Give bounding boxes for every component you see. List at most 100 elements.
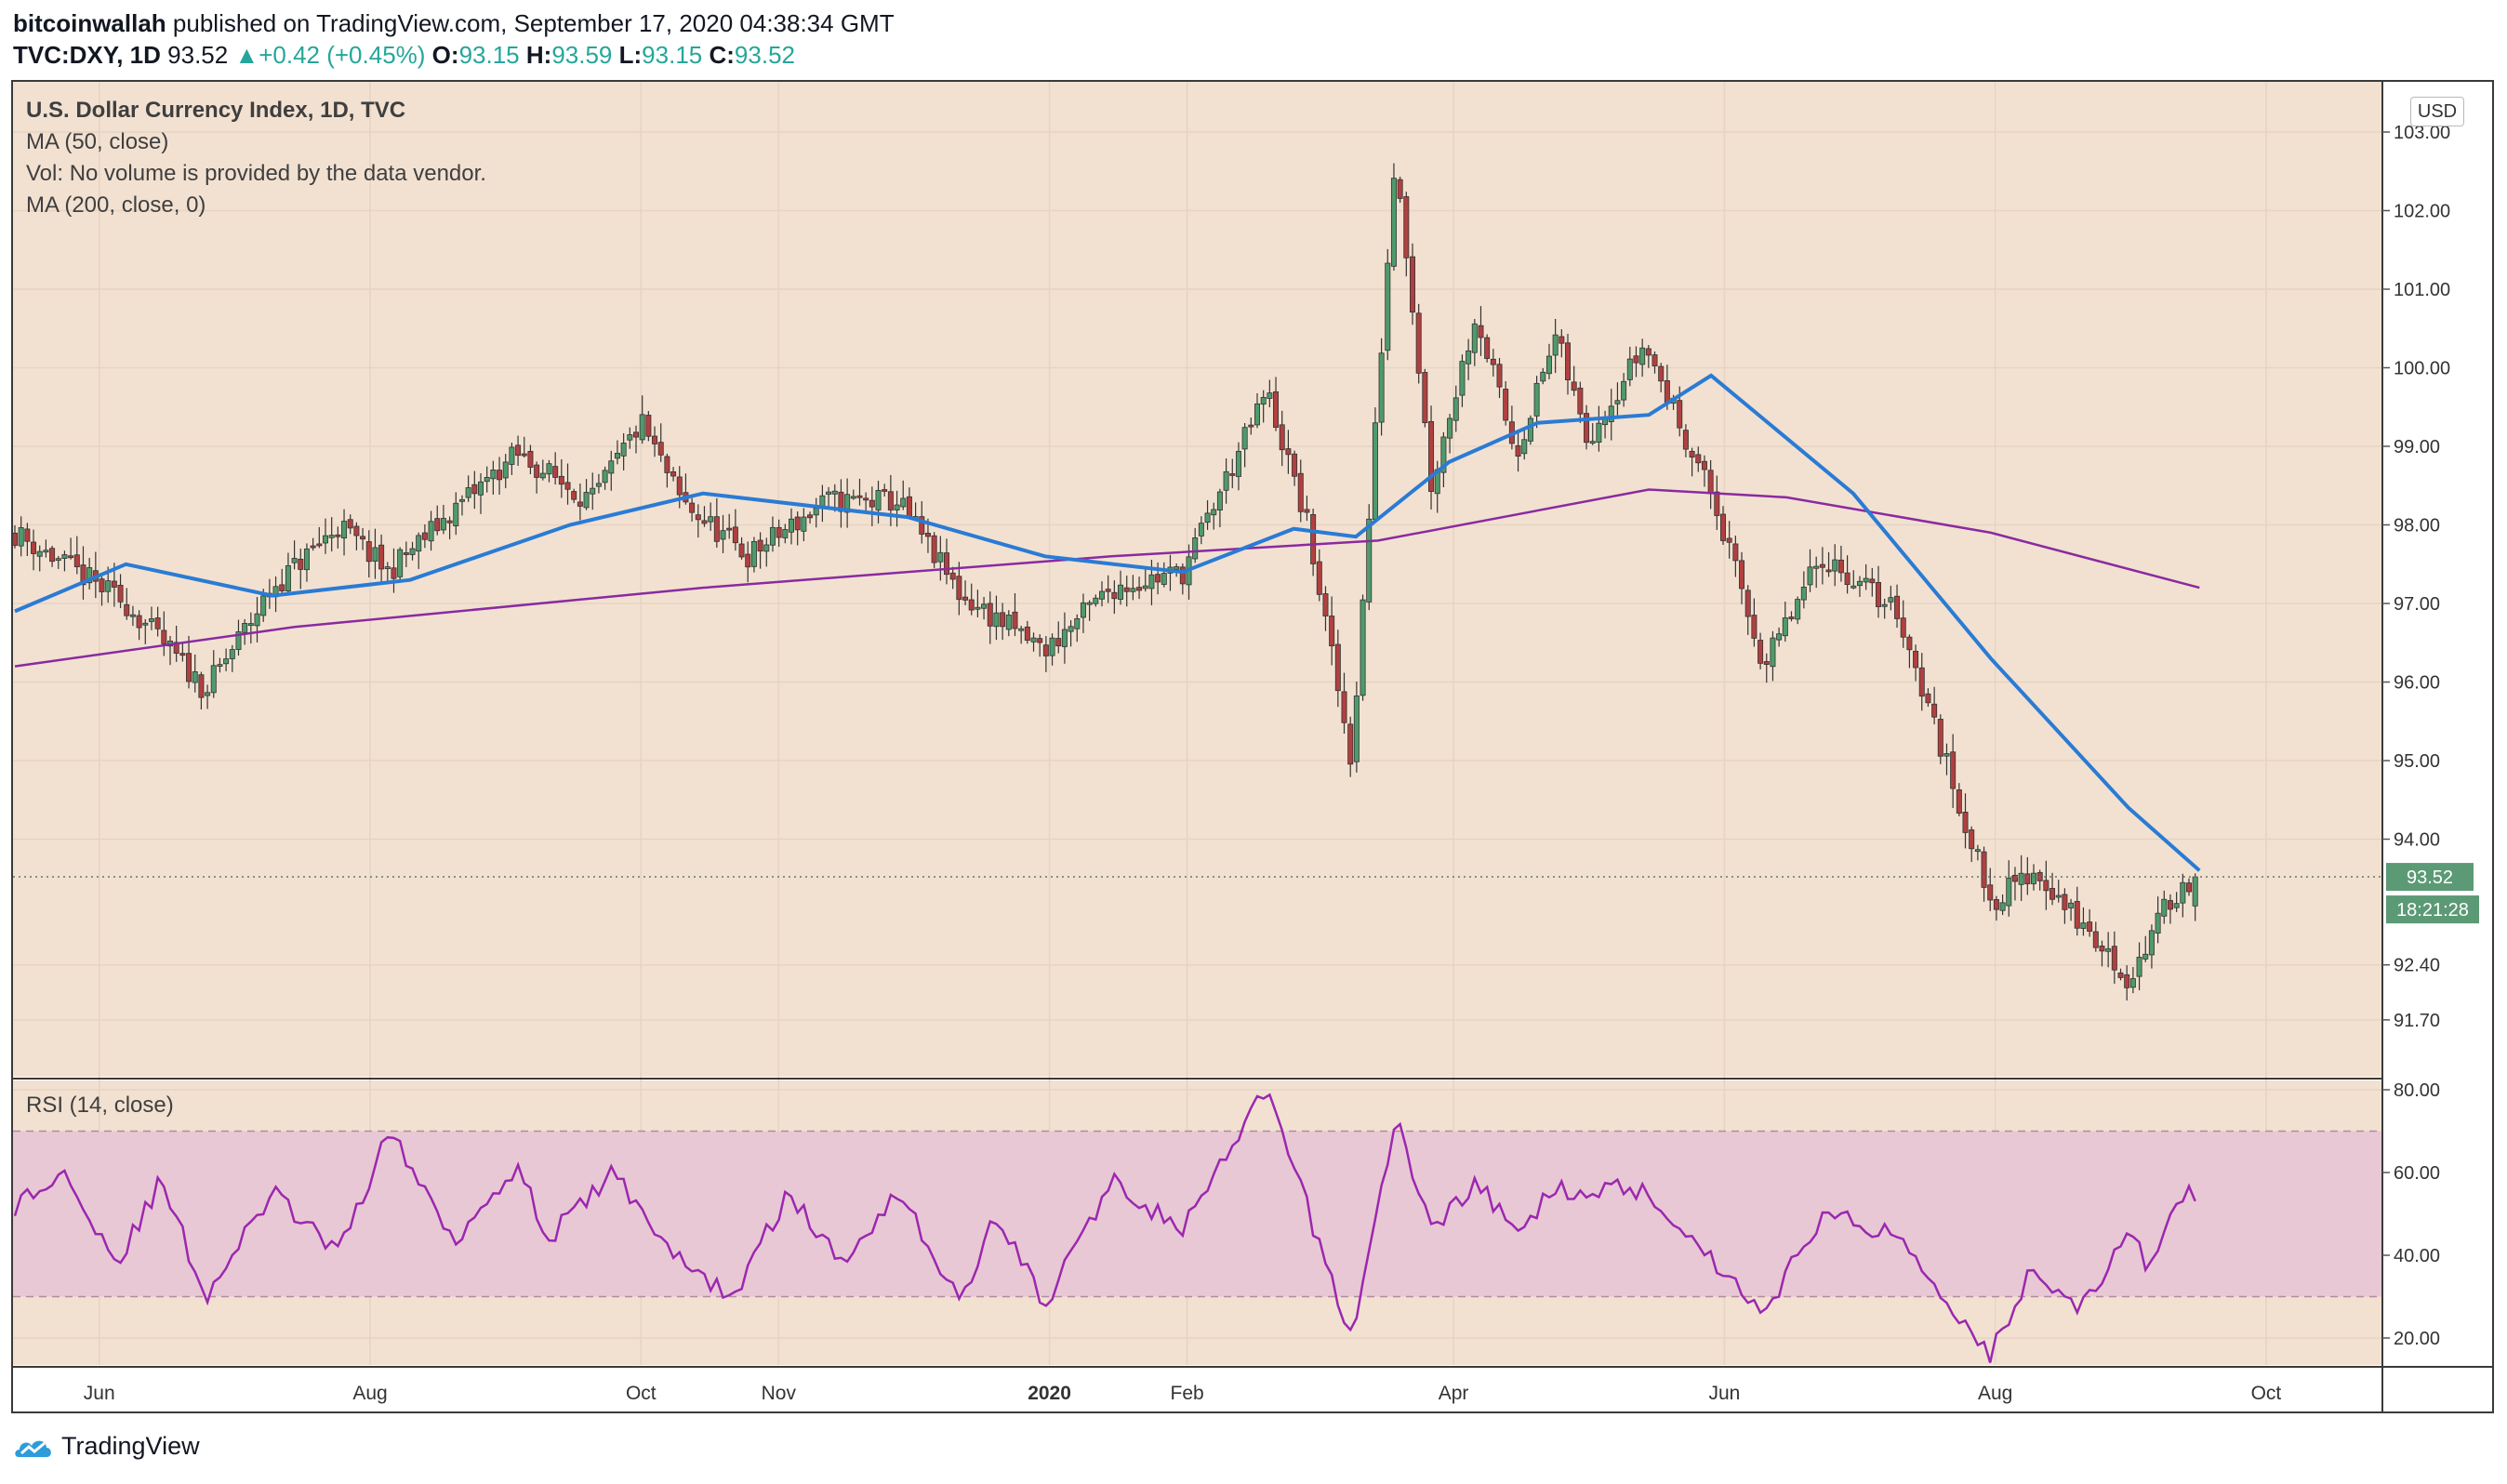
candle-body [1055,638,1062,647]
candle-body [316,543,323,547]
candle-body [484,477,490,483]
candle-body [782,529,789,538]
candle-body [173,642,179,654]
price-tick-label: 98.00 [2394,516,2440,537]
candle-body [1329,616,1335,647]
candle-body [61,554,68,559]
currency-button[interactable]: USD [2410,97,2464,126]
candle-body [1148,574,1155,590]
candle-body [1279,424,1285,451]
time-axis[interactable]: Jun Aug Oct Nov 2020 Feb Apr Jun Aug Oct [84,1383,2282,1404]
high-label: H: [525,41,552,69]
candle-body [1844,572,1850,586]
candle-body [1136,587,1143,591]
legend-ma50[interactable]: MA (50, close) [26,129,169,154]
candle-body [708,516,714,523]
price-change: +0.42 (+0.45%) [259,41,426,69]
up-arrow-icon: ▲ [234,41,259,69]
candle-body [1142,585,1148,590]
legend-title[interactable]: U.S. Dollar Currency Index, 1D, TVC [26,98,406,123]
candle-body [86,567,93,584]
rsi-tick-label: 20.00 [2394,1329,2440,1349]
candle-body [1241,427,1248,450]
candle-body [18,527,24,547]
price-tick-label: 96.00 [2394,673,2440,694]
candle-body [776,526,782,538]
candle-body [558,475,564,485]
candle-body [1900,617,1906,638]
candles [11,163,2198,1001]
candle-body [639,414,645,441]
candle-body [372,547,378,563]
candle-body [235,631,242,650]
candle-body [1366,518,1373,603]
publish-header: bitcoinwallah published on TradingView.c… [13,6,895,41]
candle-body [117,584,124,603]
candle-body [1118,584,1124,600]
candle-body [1304,509,1310,513]
candle-body [1061,629,1068,647]
candle-body [502,461,509,479]
candle-body [341,521,348,539]
legend-rsi[interactable]: RSI (14, close) [26,1093,174,1118]
price-tick-label: 102.00 [2394,202,2450,222]
last-price-tag-bg [2386,863,2474,892]
candle-body [2074,901,2080,929]
legend-ma200[interactable]: MA (200, close, 0) [26,192,206,218]
candle-body [1527,417,1533,442]
candle-body [217,664,223,668]
candle-body [1466,350,1472,364]
candle-body [1863,577,1869,583]
low-label: L: [618,41,643,69]
candle-body [478,481,484,496]
candle-body [1397,179,1403,199]
candle-body [124,603,130,616]
author-name[interactable]: bitcoinwallah [13,9,166,37]
candle-body [434,518,441,532]
candle-body [2062,894,2068,910]
candle-body [750,541,757,567]
candle-body [129,614,136,617]
rsi-axis[interactable]: 80.00 60.00 40.00 20.00 [2382,1080,2440,1349]
candle-body [981,603,988,609]
candle-body [353,525,360,537]
candle-body [1677,400,1683,429]
legend-vol[interactable]: Vol: No volume is provided by the data v… [26,161,486,186]
symbol-name[interactable]: TVC:DXY, 1D [13,41,161,69]
candle-body [1565,342,1572,380]
last-price-tag-text: 93.52 [2407,868,2453,888]
candle-body [949,572,956,580]
candle-body [198,674,205,698]
candle-body [453,502,459,527]
candle-body [863,497,869,501]
candle-body [713,516,720,542]
candle-body [1211,509,1217,516]
candle-body [1608,405,1614,422]
candle-body [1689,450,1695,458]
candle-body [2011,874,2018,882]
rsi-tick-label: 40.00 [2394,1246,2440,1266]
candle-body [1049,637,1055,656]
price-axis-background [2383,82,2492,1365]
candle-body [968,599,975,611]
candle-body [2161,898,2168,917]
candle-body [1428,421,1435,492]
candle-body [384,566,391,569]
candle-body [36,550,43,557]
price-axis[interactable]: 103.00 102.00 101.00 100.00 99.00 98.00 97.00 9… [2382,123,2450,1031]
candle-body [1179,566,1186,585]
tradingview-logo[interactable]: TradingView [13,1432,200,1461]
candle-body [869,499,875,508]
candle-body [2087,921,2093,932]
candle-body [465,487,471,498]
candle-body [2105,947,2112,952]
candle-body [1589,441,1596,444]
candle-body [732,526,738,544]
candle-body [1223,470,1229,491]
branding-text: TradingView [61,1432,200,1460]
candle-body [347,519,353,529]
candle-body [409,548,416,555]
candle-body [1248,424,1254,428]
candle-body [365,541,372,563]
